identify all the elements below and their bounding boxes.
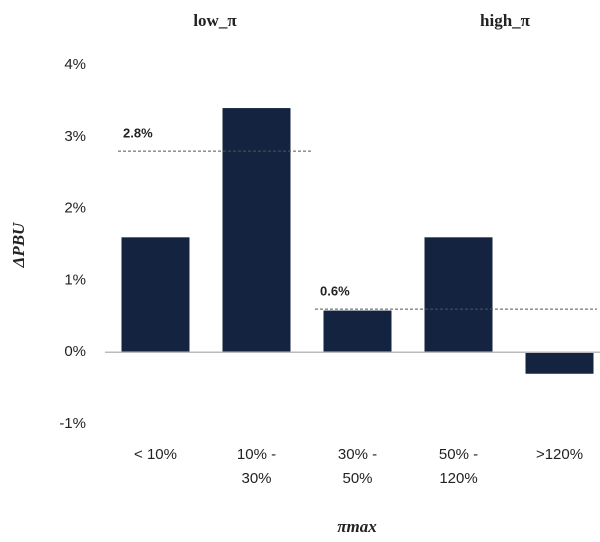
y-tick-label: 4% xyxy=(64,56,86,73)
bar xyxy=(525,352,594,374)
x-tick-label: 30% -50% xyxy=(338,446,377,487)
reference-label: 0.6% xyxy=(320,284,350,299)
group-label: high_π xyxy=(480,11,531,30)
bar xyxy=(424,237,493,353)
bar xyxy=(121,237,190,353)
x-axis-label: πmax xyxy=(337,517,377,536)
x-tick-label: >120% xyxy=(536,446,583,463)
x-tick-label: 10% -30% xyxy=(237,446,276,487)
y-tick-label: 3% xyxy=(64,128,86,145)
y-axis-label: ΔPBU xyxy=(9,222,28,268)
reference-label: 2.8% xyxy=(123,126,153,141)
x-tick-label: < 10% xyxy=(134,446,177,463)
y-tick-label: 0% xyxy=(64,343,86,360)
group-label: low_π xyxy=(193,11,237,30)
bar xyxy=(222,108,291,353)
bar xyxy=(323,310,392,353)
y-tick-label: -1% xyxy=(59,415,86,432)
y-tick-label: 1% xyxy=(64,271,86,288)
y-tick-label: 2% xyxy=(64,200,86,217)
x-tick-label: 50% -120% xyxy=(439,446,478,487)
